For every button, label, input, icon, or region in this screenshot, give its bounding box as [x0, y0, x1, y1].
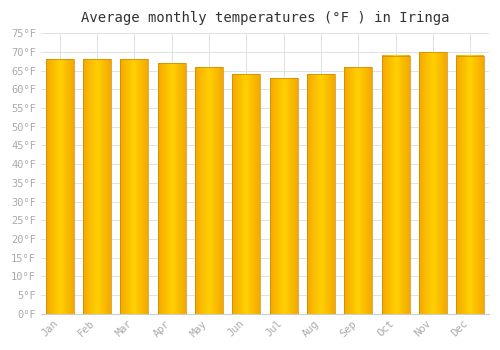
Title: Average monthly temperatures (°F ) in Iringa: Average monthly temperatures (°F ) in Ir… — [80, 11, 449, 25]
Bar — [344, 67, 372, 314]
Bar — [46, 60, 74, 314]
Bar — [232, 74, 260, 314]
Bar — [419, 52, 447, 314]
Bar — [158, 63, 186, 314]
Bar — [120, 60, 148, 314]
Bar — [270, 78, 297, 314]
Bar — [382, 56, 409, 314]
Bar — [83, 60, 111, 314]
Bar — [307, 74, 335, 314]
Bar — [456, 56, 484, 314]
Bar — [195, 67, 223, 314]
